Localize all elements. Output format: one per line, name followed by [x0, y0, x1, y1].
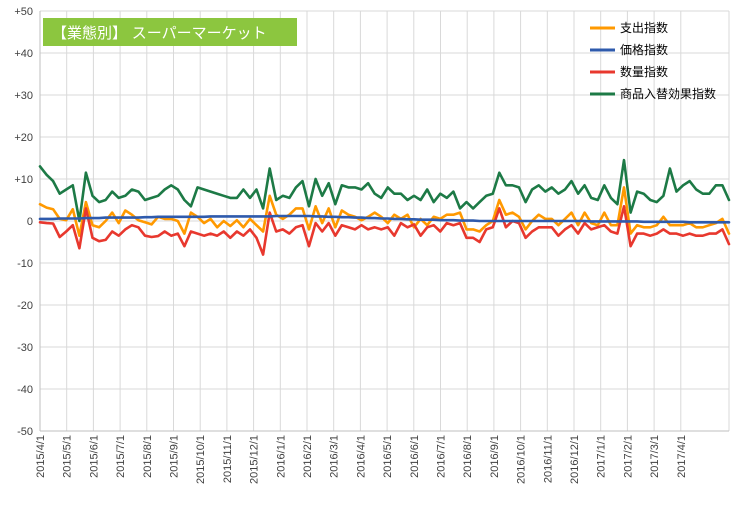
x-tick-label: 2015/6/1 — [88, 435, 100, 478]
x-tick-label: 2016/6/1 — [409, 435, 421, 478]
x-tick-label: 2016/3/1 — [329, 435, 341, 478]
series-line-2 — [38, 205, 731, 256]
chart-title: 【業態別】 スーパーマーケット — [52, 24, 267, 42]
legend-label: 支出指数 — [620, 20, 668, 35]
series-line-0 — [38, 186, 731, 237]
series-line-1 — [38, 214, 731, 224]
x-tick-label: 2015/11/1 — [222, 435, 234, 483]
series-line-3 — [38, 158, 731, 223]
y-tick-label: 0 — [27, 216, 33, 228]
x-tick-label: 2016/10/1 — [516, 435, 528, 484]
y-tick-label: +40 — [14, 48, 33, 60]
x-tick-label: 2016/5/1 — [382, 435, 394, 478]
y-tick-label: -50 — [17, 426, 33, 438]
x-tick-label: 2015/12/1 — [249, 435, 261, 484]
x-tick-label: 2016/1/1 — [275, 435, 287, 478]
chart-title-box: 【業態別】 スーパーマーケット — [43, 18, 297, 46]
x-tick-label: 2016/11/1 — [542, 435, 554, 483]
series-layer — [38, 158, 731, 256]
x-tick-label: 2017/1/1 — [596, 435, 608, 478]
chart-title-background — [43, 18, 297, 46]
x-tick-label: 2015/10/1 — [195, 435, 207, 484]
legend-label: 商品入替効果指数 — [620, 86, 716, 101]
y-tick-label: +20 — [14, 132, 33, 144]
legend-label: 数量指数 — [620, 64, 668, 79]
x-tick-label: 2015/4/1 — [35, 435, 47, 478]
x-tick-label: 2015/9/1 — [169, 435, 181, 478]
x-tick-label: 2017/3/1 — [649, 435, 661, 478]
x-tick-label: 2015/5/1 — [62, 435, 74, 478]
x-tick-label: 2016/8/1 — [462, 435, 474, 478]
y-tick-label: -40 — [17, 384, 33, 396]
y-tick-label: -10 — [17, 258, 33, 270]
x-tick-label: 2016/12/1 — [569, 435, 581, 484]
y-tick-label: +10 — [14, 174, 33, 186]
y-tick-label: -30 — [17, 342, 33, 354]
y-tick-label: +30 — [14, 90, 33, 102]
x-tick-label: 2015/8/1 — [142, 435, 154, 478]
x-tick-label: 2017/4/1 — [676, 435, 688, 478]
x-tick-label: 2016/7/1 — [436, 435, 448, 478]
x-tick-label: 2016/4/1 — [355, 435, 367, 478]
legend-label: 価格指数 — [620, 42, 668, 57]
y-tick-label: +50 — [14, 6, 33, 18]
y-tick-label: -20 — [17, 300, 33, 312]
x-tick-label: 2016/2/1 — [302, 435, 314, 478]
x-tick-label: 2016/9/1 — [489, 435, 501, 478]
x-tick-label: 2017/2/1 — [622, 435, 634, 478]
x-tick-label: 2015/7/1 — [115, 435, 127, 478]
